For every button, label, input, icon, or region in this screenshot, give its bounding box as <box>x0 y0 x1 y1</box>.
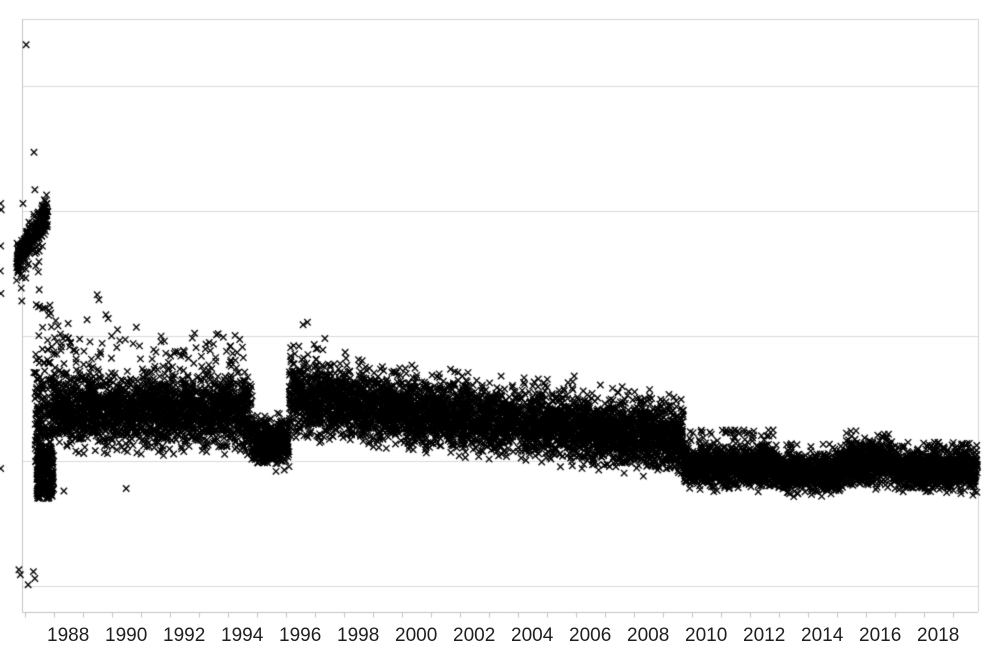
x-axis-label: 2010 <box>685 625 728 646</box>
x-axis-label: 2014 <box>801 625 844 646</box>
x-axis-label: 2018 <box>917 625 960 646</box>
x-axis-label: 2000 <box>395 625 438 646</box>
x-axis-label: 2008 <box>627 625 670 646</box>
x-axis-label: 1998 <box>337 625 380 646</box>
x-axis-label: 2012 <box>743 625 786 646</box>
x-axis-label: 1990 <box>105 625 148 646</box>
x-axis-label: 2016 <box>859 625 902 646</box>
x-axis-label: 1988 <box>47 625 90 646</box>
x-axis-label: 2006 <box>569 625 612 646</box>
x-axis-label: 1992 <box>163 625 206 646</box>
x-axis-label: 2002 <box>453 625 496 646</box>
x-axis-label: 1994 <box>221 625 264 646</box>
x-axis-label: 2004 <box>511 625 554 646</box>
x-axis-label: 1996 <box>279 625 322 646</box>
